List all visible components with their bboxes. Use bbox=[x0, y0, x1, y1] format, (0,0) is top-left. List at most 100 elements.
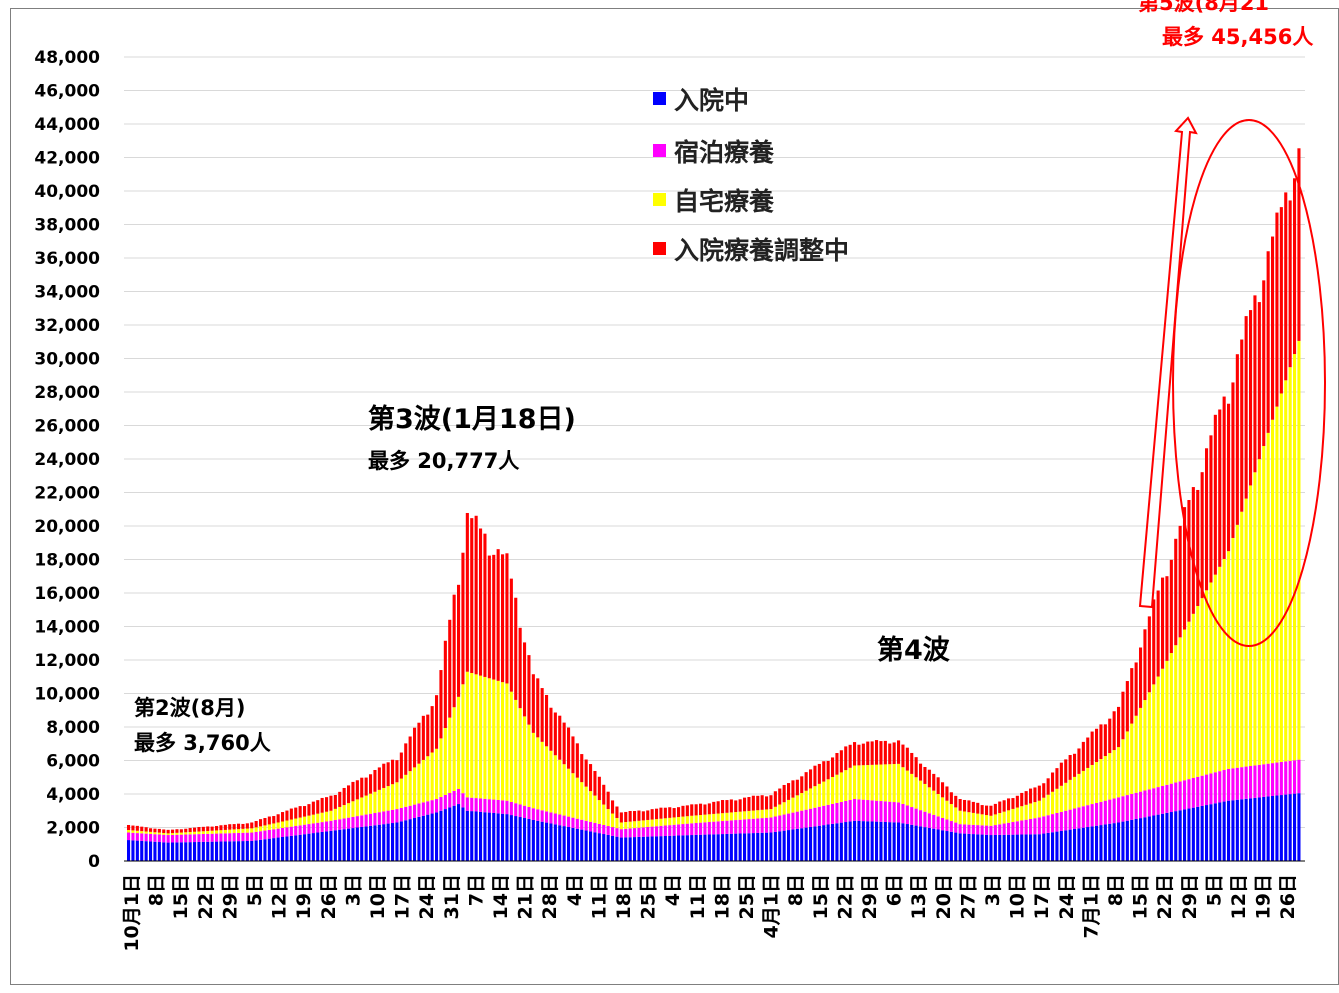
bar-segment bbox=[989, 835, 993, 861]
bar-segment bbox=[201, 841, 205, 861]
bar-segment bbox=[1279, 393, 1283, 762]
legend-swatch-hospitalized bbox=[653, 92, 666, 105]
bar-segment bbox=[668, 825, 672, 836]
bar-segment bbox=[241, 828, 245, 833]
bar-segment bbox=[1073, 828, 1077, 861]
bar-segment bbox=[1209, 435, 1213, 583]
bar-segment bbox=[985, 815, 989, 826]
bar-segment bbox=[1231, 768, 1235, 801]
bar-segment bbox=[993, 825, 997, 835]
bar-segment bbox=[835, 774, 839, 803]
bar-segment bbox=[430, 706, 434, 753]
bar-segment bbox=[848, 744, 852, 768]
bar-segment bbox=[967, 824, 971, 834]
bar-segment bbox=[597, 833, 601, 861]
wave5-peak: 最多 45,456人 bbox=[1162, 25, 1313, 49]
bar-segment bbox=[373, 825, 377, 861]
bar-segment bbox=[593, 832, 597, 861]
bar-segment bbox=[342, 805, 346, 819]
bar-segment bbox=[470, 811, 474, 861]
bar-segment bbox=[1244, 766, 1248, 799]
bar-segment bbox=[215, 826, 219, 831]
bar-segment bbox=[1279, 761, 1283, 796]
bar-segment bbox=[1046, 794, 1050, 816]
bar-segment bbox=[672, 817, 676, 825]
bar-segment bbox=[430, 813, 434, 861]
bar-segment bbox=[272, 829, 276, 839]
y-axis-gridlines bbox=[124, 56, 1305, 862]
bar-segment bbox=[809, 826, 813, 861]
bar-segment bbox=[716, 821, 720, 835]
bar-segment bbox=[1235, 799, 1239, 861]
bar-segment bbox=[536, 737, 540, 810]
bar-segment bbox=[804, 772, 808, 791]
bar-segment bbox=[404, 820, 408, 861]
bar-segment bbox=[131, 832, 135, 841]
bar-segment bbox=[1046, 815, 1050, 833]
bar-segment bbox=[342, 787, 346, 806]
bar-segment bbox=[971, 801, 975, 813]
bar-segment bbox=[976, 825, 980, 835]
bar-segment bbox=[404, 774, 408, 807]
bar-segment bbox=[646, 810, 650, 820]
bar-segment bbox=[1271, 419, 1275, 764]
x-tick-label: 10月1日 bbox=[121, 874, 143, 952]
bar-segment bbox=[479, 811, 483, 861]
bar-segment bbox=[998, 801, 1002, 814]
bar-segment bbox=[496, 799, 500, 814]
bar-segment bbox=[967, 833, 971, 861]
x-tick-label: 25日 bbox=[736, 874, 758, 919]
bar-segment bbox=[716, 834, 720, 861]
bar-segment bbox=[1103, 824, 1107, 861]
bar-segment bbox=[197, 834, 201, 842]
bar-segment bbox=[1174, 538, 1178, 646]
bar-segment bbox=[747, 833, 751, 861]
x-tick-label: 19日 bbox=[293, 874, 315, 919]
bar-segment bbox=[448, 717, 452, 793]
bar-segment bbox=[800, 793, 804, 811]
bar-segment bbox=[998, 834, 1002, 861]
bar-segment bbox=[769, 795, 773, 810]
bar-segment bbox=[1086, 805, 1090, 828]
bar-segment bbox=[1169, 653, 1173, 784]
bar-segment bbox=[1222, 396, 1226, 559]
bar-segment bbox=[1235, 767, 1239, 800]
bar-segment bbox=[285, 827, 289, 837]
bar-segment bbox=[289, 819, 293, 827]
bar-segment bbox=[307, 804, 311, 816]
bar-segment bbox=[677, 807, 681, 818]
bar-segment bbox=[1183, 780, 1187, 810]
bar-segment bbox=[602, 834, 606, 861]
bar-segment bbox=[1271, 795, 1275, 861]
bar-segment bbox=[1095, 761, 1099, 803]
bar-segment bbox=[1161, 668, 1165, 786]
bar-segment bbox=[813, 765, 817, 787]
bar-segment bbox=[162, 829, 166, 833]
bar-segment bbox=[215, 830, 219, 834]
bar-segment bbox=[1042, 816, 1046, 834]
bar-segment bbox=[483, 798, 487, 813]
bar-segment bbox=[514, 597, 518, 700]
bar-segment bbox=[853, 820, 857, 861]
bar-segment bbox=[1029, 788, 1033, 804]
bar-segment bbox=[976, 813, 980, 826]
bar-segment bbox=[809, 808, 813, 827]
bar-segment bbox=[672, 824, 676, 836]
bar-segment bbox=[1231, 382, 1235, 538]
x-tick-label: 22日 bbox=[834, 874, 856, 919]
bar-segment bbox=[901, 767, 905, 804]
bar-segment bbox=[725, 812, 729, 821]
bar-segment bbox=[721, 821, 725, 835]
bar-segment bbox=[646, 819, 650, 827]
bar-segment bbox=[1108, 753, 1112, 800]
bar-segment bbox=[377, 767, 381, 790]
bar-segment bbox=[1271, 236, 1275, 420]
bar-segment bbox=[461, 684, 465, 794]
y-tick-label: 26,000 bbox=[34, 417, 100, 437]
bars bbox=[127, 148, 1301, 862]
bar-segment bbox=[184, 842, 188, 861]
bar-segment bbox=[985, 805, 989, 816]
bar-segment bbox=[945, 786, 949, 801]
bar-segment bbox=[703, 804, 707, 815]
bar-segment bbox=[976, 802, 980, 814]
